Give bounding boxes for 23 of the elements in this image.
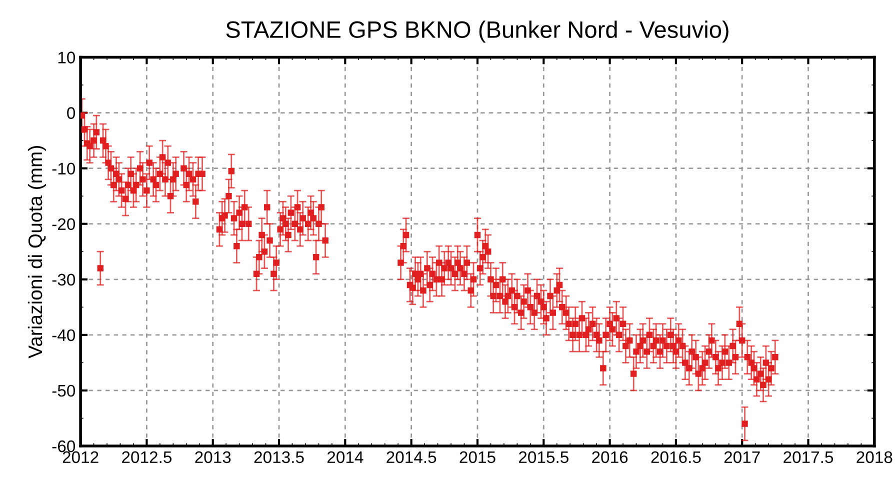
x-tick-label: 2016 xyxy=(592,451,628,464)
y-tick-label: -50 xyxy=(52,384,76,397)
x-tick-label: 2015.5 xyxy=(518,451,568,464)
y-tick-label: 10 xyxy=(58,52,76,64)
x-tick-label: 2017 xyxy=(724,451,760,464)
x-tick-label: 2013.5 xyxy=(254,451,304,464)
y-tick-label: -60 xyxy=(52,440,76,452)
x-tick-label: 2015 xyxy=(460,451,496,464)
x-tick-label: 2014.5 xyxy=(386,451,436,464)
x-tick-label: 2016.5 xyxy=(651,451,701,464)
y-tick-label: -40 xyxy=(52,329,76,342)
y-tick-label: 0 xyxy=(67,107,76,119)
x-tick-label: 2012.5 xyxy=(122,451,172,464)
y-axis-title: Variazioni di Quota (mm) xyxy=(28,146,46,358)
y-tick-label: -10 xyxy=(52,162,76,175)
x-tick-label: 2013 xyxy=(195,451,231,464)
x-tick-label: 2017.5 xyxy=(784,451,834,464)
x-tick-label: 2018 xyxy=(856,451,892,464)
y-tick-label: -20 xyxy=(52,218,76,230)
y-tick-label: -30 xyxy=(52,274,76,286)
x-tick-label: 2014 xyxy=(327,451,364,464)
chart-title: STAZIONE GPS BKNO (Bunker Nord - Vesuvio) xyxy=(226,20,728,43)
x-tick-label: 2012 xyxy=(62,451,98,464)
